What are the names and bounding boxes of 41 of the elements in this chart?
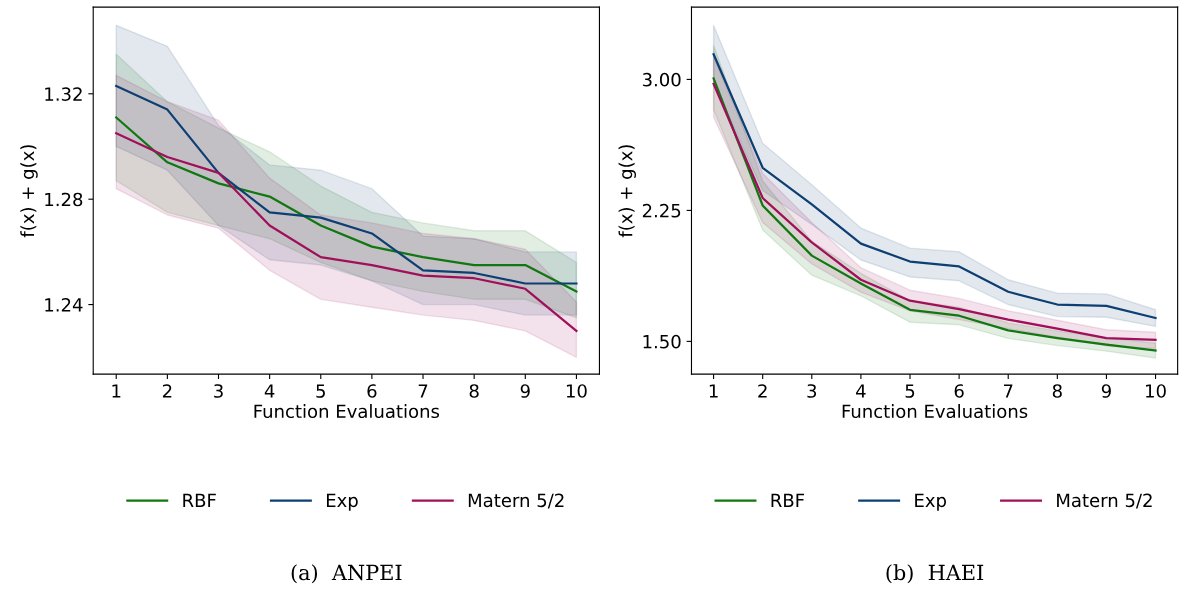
x-tick-label: 1 xyxy=(112,384,121,398)
x-tick-label: 6 xyxy=(367,384,377,398)
y-tick-label: 3.00 xyxy=(642,72,681,87)
x-tick-label: 9 xyxy=(1101,384,1111,398)
x-tick-label: 6 xyxy=(954,384,964,398)
legend-label: Matern 5/2 xyxy=(1057,493,1152,509)
x-tick-label: 7 xyxy=(1003,384,1013,398)
x-tick-label: 9 xyxy=(520,384,530,398)
x-tick-label: 4 xyxy=(264,384,275,398)
y-tick-label: 1.28 xyxy=(45,192,83,207)
x-tick-label: 2 xyxy=(162,384,172,398)
line-series xyxy=(115,84,578,285)
y-tick-label: 1.50 xyxy=(643,334,681,349)
x-tick-label: 7 xyxy=(418,384,428,398)
legend-label: RBF xyxy=(183,493,216,507)
x-tick-label: 2 xyxy=(758,384,767,398)
x-tick-label: 10 xyxy=(1146,384,1166,398)
x-tick-label: 8 xyxy=(469,384,479,398)
line-series xyxy=(115,132,578,333)
y-tick-label: 1.32 xyxy=(45,87,82,101)
y-axis-title: f(x) + g(x) xyxy=(20,145,38,238)
x-axis-title: Function Evaluations xyxy=(842,404,1028,419)
legend-label: Matern 5/2 xyxy=(468,493,564,509)
legend-label: Exp xyxy=(915,493,946,511)
x-tick-label: 5 xyxy=(316,384,325,398)
y-tick-label: 2.25 xyxy=(642,203,681,218)
x-tick-label: 10 xyxy=(566,384,587,398)
line-series xyxy=(115,116,578,293)
x-tick-label: 5 xyxy=(905,384,915,398)
y-tick-label: 1.24 xyxy=(45,298,83,312)
x-axis-title: Function Evaluations xyxy=(254,404,440,419)
text: (a) ANPEI xyxy=(291,564,402,584)
x-tick-label: 3 xyxy=(807,384,817,398)
y-axis-title: f(x) + g(x) xyxy=(618,145,636,238)
x-tick-label: 4 xyxy=(856,384,866,398)
x-tick-label: 3 xyxy=(214,384,223,398)
legend-label: Exp xyxy=(326,493,358,511)
x-tick-label: 8 xyxy=(1052,384,1062,398)
x-tick-label: 1 xyxy=(709,384,718,398)
text: (b) HAEI xyxy=(886,564,984,584)
legend-label: RBF xyxy=(771,493,805,507)
